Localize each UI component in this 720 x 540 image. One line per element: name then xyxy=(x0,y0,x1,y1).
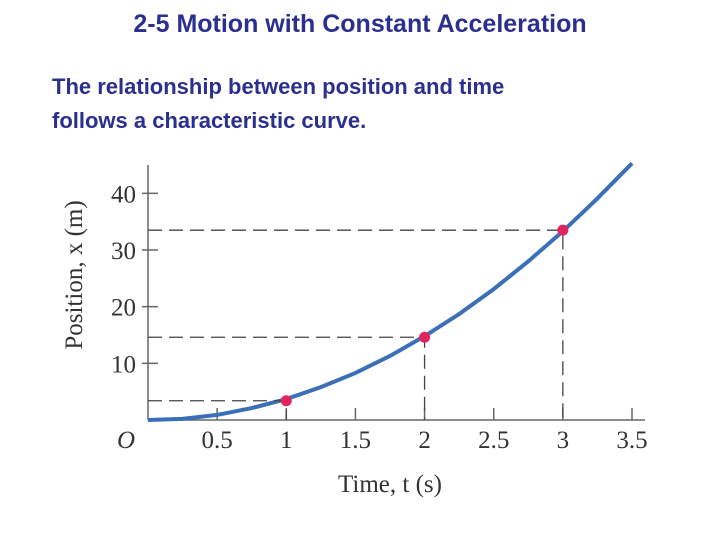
x-tick-label: 3.5 xyxy=(616,427,647,454)
guide-line xyxy=(148,336,426,420)
slide-title: 2-5 Motion with Constant Acceleration xyxy=(133,10,586,38)
data-point xyxy=(557,224,569,236)
x-axis-label: Time, t (s) xyxy=(338,471,442,498)
curve xyxy=(147,161,634,422)
x-tick-label: O xyxy=(117,427,135,454)
data-point xyxy=(280,395,292,407)
x-tick-label: 2 xyxy=(418,427,431,454)
y-tick-label: 30 xyxy=(111,238,136,265)
y-tick-label: 40 xyxy=(111,181,136,208)
y-tick-label: 20 xyxy=(111,295,136,322)
body-text: follows a characteristic curve. xyxy=(52,108,366,133)
x-tick-label: 0.5 xyxy=(202,427,233,454)
x-tick-label: 1.5 xyxy=(340,427,371,454)
x-tick-label: 3 xyxy=(557,427,570,454)
guide-line xyxy=(148,229,564,420)
data-point xyxy=(419,331,431,343)
x-tick-label: 2.5 xyxy=(478,427,509,454)
body-text: The relationship between position and ti… xyxy=(52,74,504,99)
x-tick-label: 1 xyxy=(280,427,293,454)
y-tick-label: 10 xyxy=(111,351,136,378)
y-axis-label: Position, x (m) xyxy=(61,200,88,349)
